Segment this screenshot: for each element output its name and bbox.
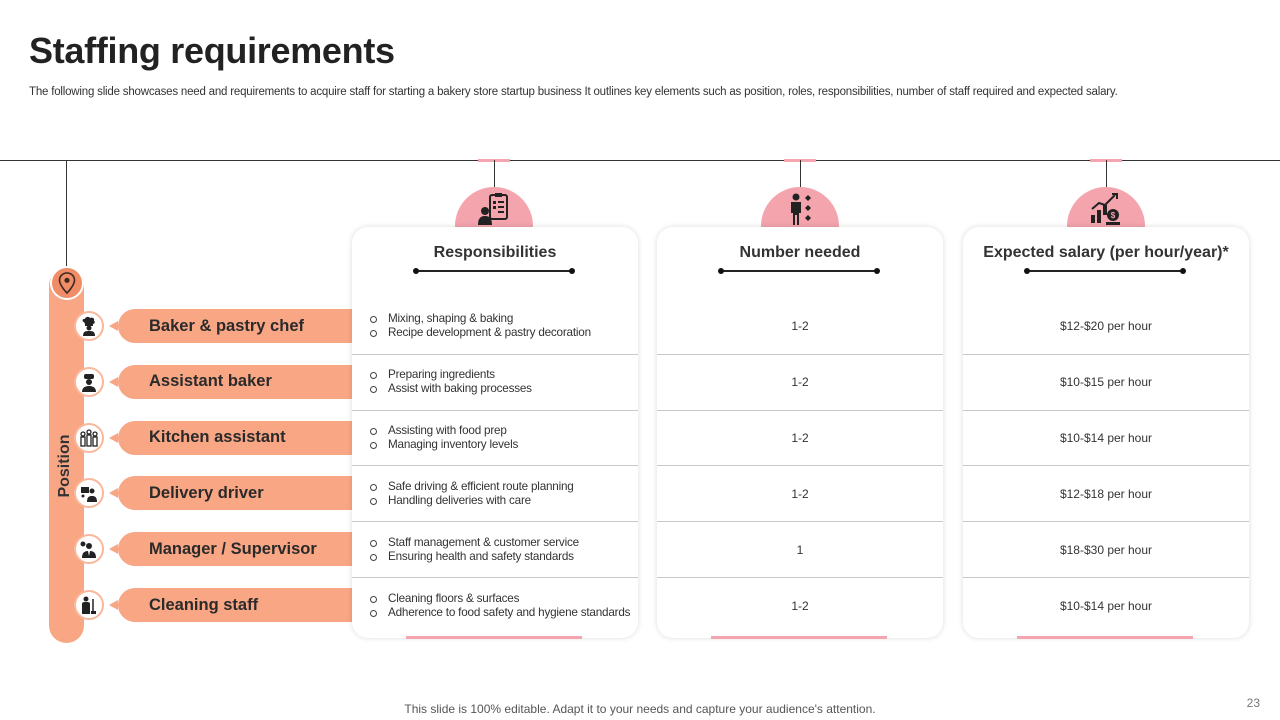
footer-note: This slide is 100% editable. Adapt it to… xyxy=(404,702,876,716)
table-row: Staff management & customer service Ensur… xyxy=(352,521,638,577)
cleaner-icon xyxy=(74,590,104,620)
responsibility-item: Managing inventory levels xyxy=(368,438,518,452)
table-row: Safe driving & efficient route planning H… xyxy=(352,465,638,521)
header-underline xyxy=(413,268,575,274)
card-bottom-accent xyxy=(711,636,887,639)
role-label: Manager / Supervisor xyxy=(118,532,354,567)
responsibility-item: Handling deliveries with care xyxy=(368,494,574,508)
salary-cell: $10-$14 per hour xyxy=(963,577,1249,633)
position-label: Position xyxy=(56,434,73,498)
responsibility-item: Adherence to food safety and hygiene sta… xyxy=(368,606,630,620)
salary-header: Expected salary (per hour/year)* xyxy=(983,244,1229,261)
responsibility-item: Preparing ingredients xyxy=(368,368,532,382)
number-cell: 1-2 xyxy=(657,353,943,410)
responsibility-item: Recipe development & pastry decoration xyxy=(368,326,591,340)
driver-icon xyxy=(74,478,104,509)
responsibility-item: Safe driving & efficient route planning xyxy=(368,480,574,494)
role-label: Baker & pastry chef xyxy=(118,309,354,343)
number-cell: 1 xyxy=(657,521,943,577)
role-pointer xyxy=(109,544,118,555)
responsibilities-card: Responsibilities Mixing, shaping & bakin… xyxy=(352,227,638,639)
team-icon xyxy=(74,422,104,453)
table-row: Mixing, shaping & baking Recipe developme… xyxy=(352,298,638,354)
header-underline xyxy=(718,268,880,274)
role-label: Assistant baker xyxy=(118,364,354,399)
table-row: Preparing ingredients Assist with baking … xyxy=(352,353,638,410)
salary-cell: $12-$18 per hour xyxy=(963,465,1249,521)
top-stub-2 xyxy=(800,160,801,188)
role-pointer xyxy=(109,432,118,443)
checklist-icon xyxy=(478,193,508,225)
header-underline xyxy=(1024,268,1186,274)
role-pointer xyxy=(109,488,118,499)
location-pin-icon xyxy=(50,266,84,300)
table-row: Assisting with food prep Managing invento… xyxy=(352,409,638,466)
manager-icon xyxy=(74,534,104,565)
number-card: Number needed 1-2 1-2 1-2 1-2 1 1-2 xyxy=(657,227,943,639)
role-label: Cleaning staff xyxy=(118,588,354,622)
number-cell: 1-2 xyxy=(657,465,943,521)
number-cell: 1-2 xyxy=(657,409,943,466)
svg-text:$: $ xyxy=(1111,211,1116,220)
responsibility-item: Assist with baking processes xyxy=(368,382,532,396)
salary-growth-icon: $ xyxy=(1091,193,1120,225)
salary-card: Expected salary (per hour/year)* $12-$20… xyxy=(963,227,1249,639)
responsibility-item: Cleaning floors & surfaces xyxy=(368,592,630,606)
responsibilities-header: Responsibilities xyxy=(433,244,557,261)
responsibility-item: Ensuring health and safety standards xyxy=(368,550,579,564)
number-header: Number needed xyxy=(739,244,861,261)
responsibility-item: Staff management & customer service xyxy=(368,536,579,550)
top-stub-3 xyxy=(1106,160,1107,188)
role-pointer xyxy=(109,376,118,387)
role-pointer xyxy=(109,600,118,610)
salary-cell: $10-$14 per hour xyxy=(963,409,1249,466)
card-bottom-accent xyxy=(406,636,582,639)
role-label: Delivery driver xyxy=(118,476,354,511)
page-title: Staffing requirements xyxy=(29,30,395,71)
baker-icon xyxy=(74,366,104,397)
number-cell: 1-2 xyxy=(657,577,943,633)
number-cell: 1-2 xyxy=(791,319,809,333)
chef-icon xyxy=(74,311,104,341)
responsibility-item: Mixing, shaping & baking xyxy=(368,312,591,326)
top-stub-1 xyxy=(494,160,495,188)
role-label: Kitchen assistant xyxy=(118,420,354,455)
responsibility-item: Assisting with food prep xyxy=(368,424,518,438)
horizontal-divider xyxy=(0,160,1280,161)
card-bottom-accent xyxy=(1017,636,1193,639)
salary-cell: $18-$30 per hour xyxy=(963,521,1249,577)
page-subtitle: The following slide showcases need and r… xyxy=(29,86,1118,98)
table-row: Cleaning floors & surfaces Adherence to f… xyxy=(352,577,638,633)
page-number: 23 xyxy=(1246,696,1260,710)
role-pointer xyxy=(109,321,118,331)
salary-cell: $12-$20 per hour xyxy=(1059,319,1153,333)
salary-cell: $10-$15 per hour xyxy=(963,353,1249,410)
position-connector-line xyxy=(66,160,67,268)
person-options-icon xyxy=(791,193,811,225)
